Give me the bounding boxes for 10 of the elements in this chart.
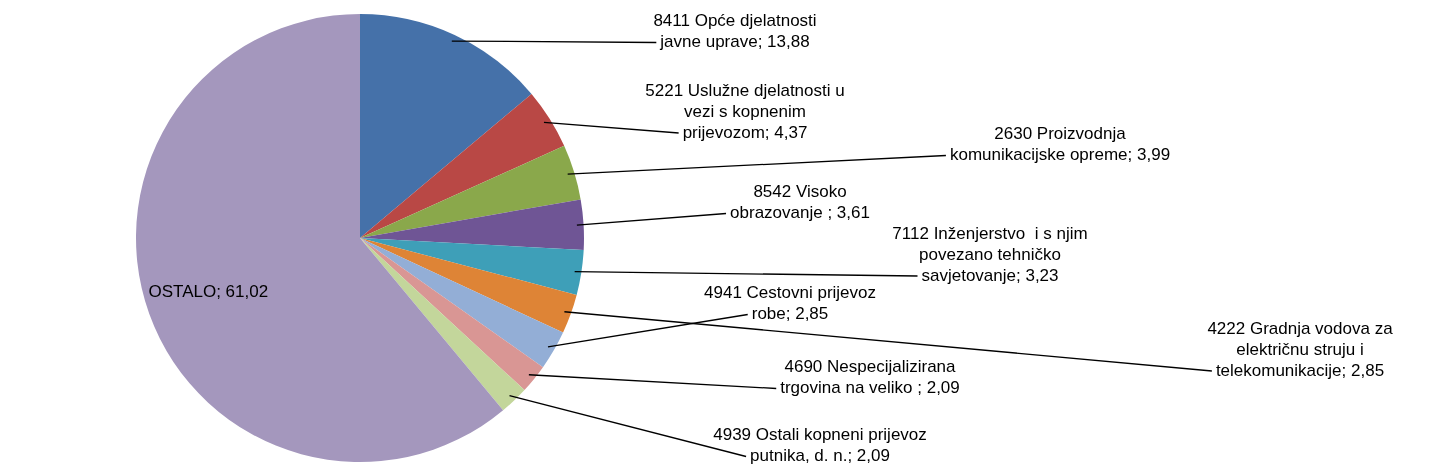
slice-label: 7112 Inženjerstvo i s njim povezano tehničko savjetovanje; 3,23 [892, 223, 1088, 285]
slice-label: OSTALO; 61,02 [148, 282, 269, 302]
slice-label: 8542 Visoko obrazovanje ; 3,61 [730, 182, 870, 223]
slice-label: 8411 Opće djelatnosti javne uprave; 13,88 [653, 11, 817, 52]
slice-label: 2630 Proizvodnja komunikacijske opreme; 3,99 [949, 124, 1171, 165]
slice-label: 4690 Nespecijalizirana trgovina na veliko ; 2,09 [780, 357, 960, 398]
slice-label: 4939 Ostali kopneni prijevoz putnika, d. n.; 2,09 [713, 425, 927, 466]
slice-label: 5221 Uslužne djelatnosti u vezi s kopnenim prijevozom; 4,37 [645, 80, 845, 142]
slice-label: 4222 Gradnja vodova za električnu struju i telekomunikacije; 2,85 [1207, 318, 1394, 380]
slice-label: 4941 Cestovni prijevoz robe; 2,85 [704, 283, 876, 324]
